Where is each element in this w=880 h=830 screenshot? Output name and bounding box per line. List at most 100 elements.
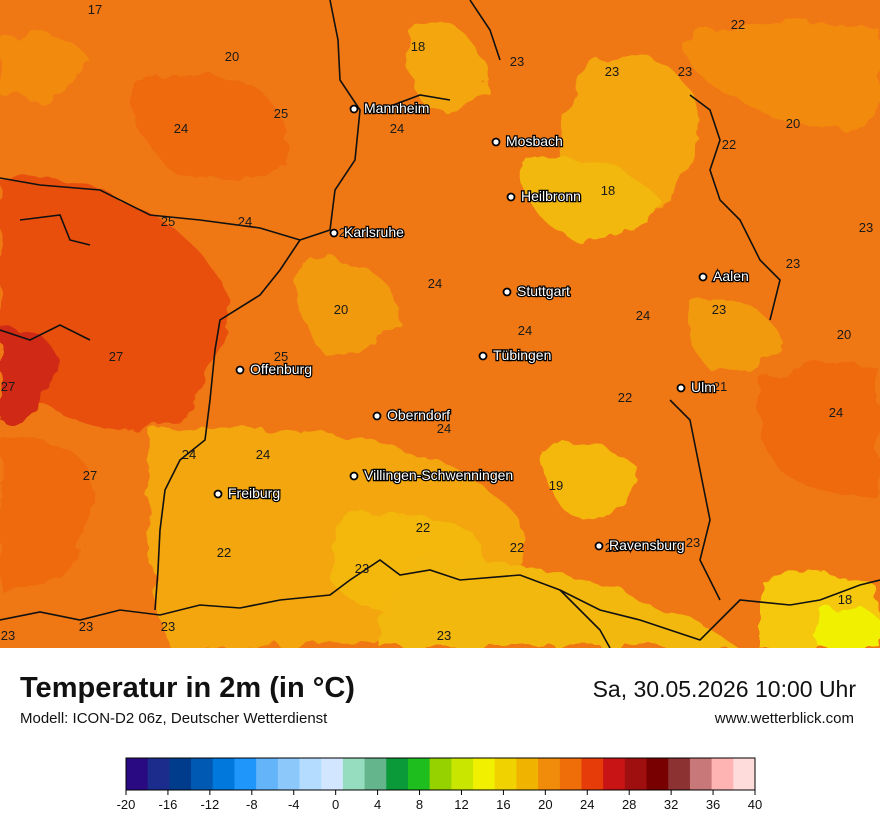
legend-tick-label: 0	[332, 797, 339, 812]
legend-swatch	[147, 758, 170, 790]
legend-tick-label: 40	[748, 797, 762, 812]
city-dot	[349, 104, 359, 114]
temperature-value: 23	[786, 256, 800, 271]
city-dot	[506, 192, 516, 202]
city-dot	[502, 287, 512, 297]
temperature-value: 23	[678, 64, 692, 79]
legend-swatch	[451, 758, 474, 790]
temperature-value: 23	[355, 561, 369, 576]
legend-swatch	[646, 758, 669, 790]
legend-tick-label: 36	[706, 797, 720, 812]
legend-swatch	[603, 758, 626, 790]
temperature-value: 24	[829, 405, 843, 420]
legend-tick-label: 20	[538, 797, 552, 812]
temperature-value: 23	[510, 54, 524, 69]
city-label: Mosbach	[506, 133, 563, 149]
temperature-value: 24	[390, 121, 404, 136]
legend-tick-label: 4	[374, 797, 381, 812]
legend-swatch	[386, 758, 409, 790]
city-label: Heilbronn	[521, 188, 581, 204]
city-label: Karlsruhe	[344, 224, 404, 240]
legend-swatch	[212, 758, 235, 790]
legend-swatch	[668, 758, 691, 790]
temperature-value: 20	[225, 49, 239, 64]
temperature-value: 25	[274, 106, 288, 121]
city-dot	[329, 228, 339, 238]
legend-tick-label: -12	[200, 797, 219, 812]
city-label: Ravensburg	[609, 537, 685, 553]
temperature-map: 17 18 20 23 23 23 22 25 24 24 20 22 18 25 24 24 23 24 20 23…	[0, 0, 880, 648]
temperature-value: 23	[859, 220, 873, 235]
temperature-value: 27	[83, 468, 97, 483]
city-label: Villingen-Schwenningen	[364, 467, 513, 483]
legend-swatch	[342, 758, 366, 790]
website-link[interactable]: www.wetterblick.com	[714, 710, 854, 727]
temperature-value: 19	[549, 478, 563, 493]
legend-swatch	[581, 758, 604, 790]
temperature-value: 23	[437, 628, 451, 643]
legend-tick-label: -16	[159, 797, 178, 812]
temperature-value: 24	[518, 323, 532, 338]
temperature-value: 22	[217, 545, 231, 560]
city-dot	[594, 541, 604, 551]
temperature-value: 23	[686, 535, 700, 550]
legend-swatch	[538, 758, 561, 790]
legend-tick-label: 12	[454, 797, 468, 812]
legend-swatch	[473, 758, 496, 790]
map-title: Temperatur in 2m (in °C)	[20, 672, 355, 704]
legend-tick-label: 8	[416, 797, 423, 812]
value-labels: 17 18 20 23 23 23 22 25 24 24 20 22 18 25 24 24 23 24 20 23…	[1, 2, 873, 643]
city-dot	[235, 365, 245, 375]
legend-swatch	[169, 758, 192, 790]
legend-tick-label: -8	[246, 797, 258, 812]
temperature-value: 24	[636, 308, 650, 323]
temperature-value: 23	[79, 619, 93, 634]
city-label: Tübingen	[493, 347, 551, 363]
temperature-value: 18	[601, 183, 615, 198]
temperature-value: 23	[1, 628, 15, 643]
temperature-value: 20	[786, 116, 800, 131]
temperature-field	[0, 0, 880, 648]
legend-swatch	[256, 758, 279, 790]
temperature-value: 22	[731, 17, 745, 32]
temperature-value: 18	[838, 592, 852, 607]
forecast-datetime: Sa, 30.05.2026 10:00 Uhr	[592, 676, 856, 702]
legend-tick-label: 32	[664, 797, 678, 812]
temperature-value: 22	[416, 520, 430, 535]
city-label: Ulm	[691, 379, 716, 395]
city-label: Offenburg	[250, 361, 312, 377]
model-info: Modell: ICON-D2 06z, Deutscher Wetterdie…	[20, 710, 328, 727]
legend-swatch	[191, 758, 214, 790]
temperature-value: 24	[339, 225, 353, 240]
legend-swatch	[321, 758, 344, 790]
legend-swatch	[429, 758, 452, 790]
legend-tick-label: -20	[117, 797, 136, 812]
legend-swatch	[624, 758, 648, 790]
city-dot	[372, 411, 382, 421]
temperature-value: 20	[334, 302, 348, 317]
temperature-value: 24	[238, 214, 252, 229]
city-markers: Mannheim Mosbach Heilbronn Karlsruhe Aalen St…	[213, 99, 750, 554]
temperature-value: 18	[411, 39, 425, 54]
city-dot	[698, 272, 708, 282]
city-label: Oberndorf	[387, 407, 450, 423]
city-dot	[491, 137, 501, 147]
legend-swatch	[516, 758, 539, 790]
legend-border	[125, 757, 756, 791]
city-dot	[349, 471, 359, 481]
legend-swatch	[126, 758, 149, 790]
temperature-value: 17	[88, 2, 102, 17]
temperature-value: 24	[428, 276, 442, 291]
temperature-value: 24	[256, 447, 270, 462]
temperature-value: 21	[713, 379, 727, 394]
temperature-value: 22	[510, 540, 524, 555]
city-label: Stuttgart	[517, 283, 570, 299]
temperature-value: 23	[161, 619, 175, 634]
temperature-value: 24	[182, 447, 196, 462]
legend-swatch	[299, 758, 322, 790]
legend-tick-label: 28	[622, 797, 636, 812]
legend-tick-label: 24	[580, 797, 594, 812]
legend-tick-label: -4	[288, 797, 300, 812]
city-label: Aalen	[713, 268, 749, 284]
border-lines	[0, 0, 880, 648]
